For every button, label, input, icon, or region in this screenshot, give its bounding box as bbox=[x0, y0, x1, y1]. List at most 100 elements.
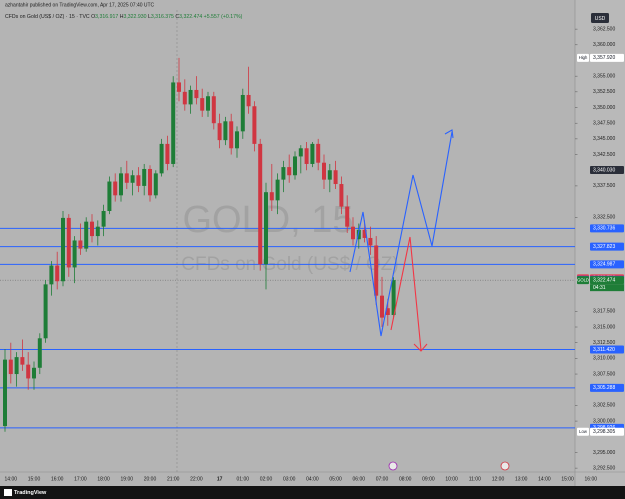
price-badge-tag-label: GOLD bbox=[577, 277, 589, 282]
candle-body bbox=[182, 91, 187, 105]
y-tick-label: 3,345.000 bbox=[593, 136, 615, 142]
candle-body bbox=[20, 357, 25, 365]
candle-body bbox=[246, 94, 251, 107]
legend-value: 3,322.474 bbox=[179, 14, 202, 20]
legend-value: 3,316.917 bbox=[95, 14, 118, 20]
projection-red bbox=[390, 236, 422, 351]
candle-body bbox=[165, 143, 170, 164]
price-badge-tag-label: Low bbox=[579, 429, 588, 434]
y-tick-label: 3,350.000 bbox=[593, 105, 615, 111]
y-tick-label: 3,310.000 bbox=[593, 356, 615, 362]
candle-body bbox=[113, 181, 118, 196]
y-tick-label: 3,315.000 bbox=[593, 324, 615, 330]
candle-body bbox=[124, 173, 129, 183]
candle-body bbox=[385, 308, 390, 315]
countdown-badge bbox=[590, 284, 624, 292]
price-badge-tag-label: High bbox=[579, 55, 588, 60]
x-tick-label: 01:00 bbox=[237, 476, 250, 482]
x-tick-label: 19:00 bbox=[121, 476, 134, 482]
candle-body bbox=[223, 121, 228, 141]
price-badge-label: 3,340.030 bbox=[593, 167, 615, 173]
event-icon[interactable] bbox=[388, 461, 398, 471]
candle-body bbox=[327, 170, 332, 180]
x-tick-label: 20:00 bbox=[144, 476, 157, 482]
arrowhead-red bbox=[413, 343, 428, 352]
candle-body bbox=[391, 280, 396, 315]
logo-icon bbox=[4, 489, 12, 496]
y-tick-label: 3,292.500 bbox=[593, 465, 615, 471]
candle-body bbox=[333, 170, 338, 185]
time-axis: 14:00 15:00 16:00 17:00 18:00 19:00 20:00 21:00… bbox=[5, 476, 598, 482]
price-badge bbox=[590, 224, 624, 233]
price-badge-tag bbox=[577, 53, 589, 62]
candle-body bbox=[26, 364, 31, 379]
candle-body bbox=[269, 192, 274, 201]
x-tick-label: 03:00 bbox=[283, 476, 296, 482]
x-tick-label: 02:00 bbox=[260, 476, 273, 482]
y-tick-label: 3,362.500 bbox=[593, 26, 615, 32]
candle-body bbox=[362, 229, 367, 238]
candle-body bbox=[217, 123, 222, 141]
candle-body bbox=[252, 106, 257, 144]
y-tick-label: 3,337.500 bbox=[593, 183, 615, 189]
currency-badge[interactable] bbox=[591, 13, 609, 23]
legend-symbol: CFDs on Gold (US$ / OZ) · 15 · TVC bbox=[5, 14, 90, 20]
candle-body bbox=[101, 210, 106, 227]
y-tick-label: 3,342.500 bbox=[593, 152, 615, 158]
candle-body bbox=[240, 94, 245, 132]
candle-body bbox=[55, 265, 60, 282]
x-tick-label: 13:00 bbox=[515, 476, 528, 482]
price-badge-label: 3,305.288 bbox=[593, 385, 615, 391]
candle-body bbox=[200, 98, 205, 111]
price-badge-label: 3,311.420 bbox=[593, 347, 615, 353]
candle-body bbox=[136, 175, 141, 186]
x-tick-label: 17 bbox=[217, 476, 223, 482]
price-badge bbox=[590, 166, 624, 175]
candle-body bbox=[380, 295, 384, 318]
price-badge-label: 3,357.920 bbox=[593, 55, 615, 61]
x-tick-label: 14:00 bbox=[5, 476, 18, 482]
price-badge bbox=[590, 383, 624, 392]
x-tick-label: 10:00 bbox=[445, 476, 458, 482]
legend-key: L bbox=[148, 14, 151, 20]
legend-value: 3,316.375 bbox=[151, 14, 174, 20]
y-tick-label: 3,312.500 bbox=[593, 340, 615, 346]
legend: CFDs on Gold (US$ / OZ) · 15 · TVC O3,31… bbox=[5, 14, 243, 20]
candle-body bbox=[153, 173, 158, 196]
price-badge-label: 3,330.736 bbox=[593, 226, 615, 232]
candle-body bbox=[304, 148, 309, 164]
currency: USD bbox=[595, 16, 606, 22]
footer-logo: TradingView bbox=[14, 490, 47, 496]
candle-body bbox=[90, 221, 94, 237]
x-tick-label: 04:00 bbox=[306, 476, 319, 482]
candle-body bbox=[66, 217, 71, 268]
candle-body bbox=[293, 156, 297, 176]
candle-body bbox=[258, 143, 263, 265]
candle-body bbox=[235, 131, 239, 149]
price-badge bbox=[590, 260, 624, 269]
candle-body bbox=[142, 168, 147, 186]
event-icon[interactable] bbox=[500, 461, 510, 471]
price-badge bbox=[590, 427, 624, 436]
candle-body bbox=[339, 184, 344, 207]
candle-body bbox=[356, 229, 361, 240]
candle-body bbox=[298, 148, 303, 157]
price-badge-tag bbox=[577, 276, 589, 285]
candles bbox=[3, 57, 396, 432]
candle-body bbox=[78, 240, 83, 249]
legend-change: +5.557 (+0.17%) bbox=[204, 14, 243, 20]
x-tick-label: 06:00 bbox=[353, 476, 366, 482]
candle-body bbox=[32, 367, 36, 379]
candle-body bbox=[43, 284, 48, 339]
legend-value: 3,322.930 bbox=[123, 14, 146, 20]
candle-body bbox=[310, 143, 315, 164]
candle-body bbox=[194, 89, 199, 99]
candle-body bbox=[61, 217, 65, 282]
y-tick-label: 3,302.500 bbox=[593, 403, 615, 409]
x-tick-label: 17:00 bbox=[74, 476, 87, 482]
horizontal-lines bbox=[0, 227, 575, 429]
x-tick-label: 18:00 bbox=[97, 476, 110, 482]
candle-body bbox=[281, 167, 286, 180]
